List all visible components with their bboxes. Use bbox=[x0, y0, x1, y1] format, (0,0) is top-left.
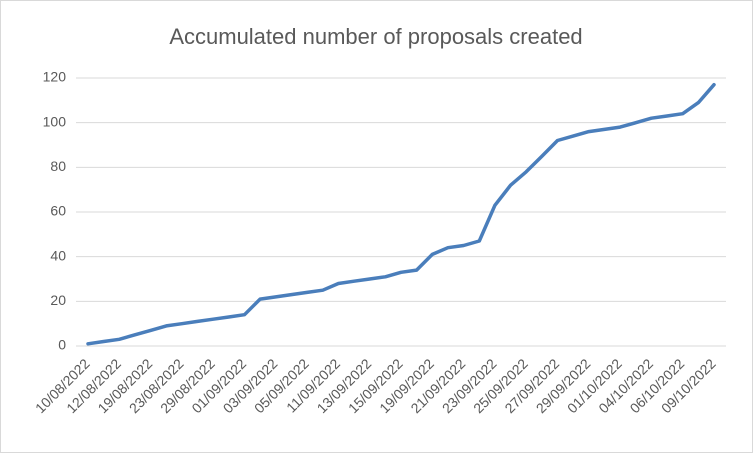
y-tick-label: 0 bbox=[58, 337, 66, 353]
y-tick-label: 100 bbox=[43, 113, 67, 129]
chart-title: Accumulated number of proposals created bbox=[169, 24, 582, 49]
y-tick-label: 20 bbox=[50, 292, 66, 308]
y-tick-label: 60 bbox=[50, 203, 66, 219]
data-line bbox=[86, 82, 716, 346]
y-tick-label: 120 bbox=[43, 69, 67, 85]
y-tick-label: 40 bbox=[50, 247, 66, 263]
y-tick-label: 80 bbox=[50, 158, 66, 174]
